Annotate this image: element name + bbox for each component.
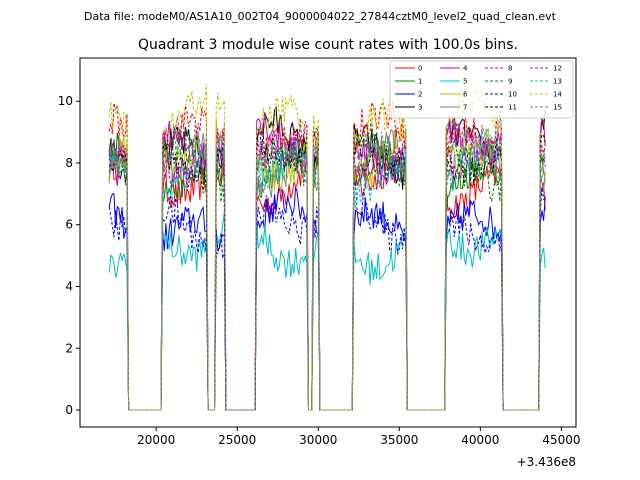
legend-label: 3 bbox=[418, 104, 422, 112]
y-tick-label: 4 bbox=[65, 280, 73, 294]
x-tick-label: 30000 bbox=[299, 433, 337, 447]
legend-label: 0 bbox=[418, 65, 422, 73]
legend-label: 11 bbox=[508, 104, 517, 112]
series-layer bbox=[108, 83, 546, 411]
y-axis: 0 2 4 6 8 10 bbox=[58, 94, 80, 417]
legend-label: 15 bbox=[553, 104, 562, 112]
legend-label: 1 bbox=[418, 78, 422, 86]
legend-label: 8 bbox=[508, 65, 512, 73]
x-tick-label: 45000 bbox=[542, 433, 580, 447]
chart-suptitle: Data file: modeM0/AS1A10_002T04_90000040… bbox=[84, 10, 557, 23]
series-line-13 bbox=[108, 127, 546, 411]
series-line-11 bbox=[108, 127, 546, 411]
legend-label: 2 bbox=[418, 91, 422, 99]
x-tick-label: 40000 bbox=[461, 433, 499, 447]
x-tick-label: 35000 bbox=[380, 433, 418, 447]
series-line-10 bbox=[108, 182, 546, 411]
x-tick-label: 20000 bbox=[137, 433, 175, 447]
legend-label: 9 bbox=[508, 78, 512, 86]
series-line-15 bbox=[108, 119, 546, 411]
legend-box bbox=[389, 60, 574, 119]
legend-label: 13 bbox=[553, 78, 562, 86]
chart-title: Quadrant 3 module wise count rates with … bbox=[138, 37, 518, 53]
y-tick-label: 8 bbox=[65, 156, 73, 170]
x-axis: 20000 25000 30000 35000 40000 45000 bbox=[137, 427, 581, 447]
legend-label: 12 bbox=[553, 65, 562, 73]
legend-label: 10 bbox=[508, 91, 517, 99]
plot-frame bbox=[79, 57, 577, 428]
series-line-0 bbox=[108, 141, 546, 411]
legend-label: 4 bbox=[463, 65, 468, 73]
y-tick-label: 6 bbox=[65, 218, 73, 232]
series-line-5 bbox=[108, 212, 546, 411]
legend-label: 7 bbox=[463, 104, 467, 112]
y-tick-label: 2 bbox=[65, 341, 73, 355]
legend-label: 6 bbox=[463, 91, 468, 99]
legend-label: 14 bbox=[553, 91, 562, 99]
y-tick-label: 10 bbox=[58, 94, 73, 108]
y-tick-label: 0 bbox=[65, 403, 73, 417]
x-offset-label: +3.436e8 bbox=[517, 455, 576, 469]
x-tick-label: 25000 bbox=[218, 433, 256, 447]
legend-label: 5 bbox=[463, 78, 467, 86]
